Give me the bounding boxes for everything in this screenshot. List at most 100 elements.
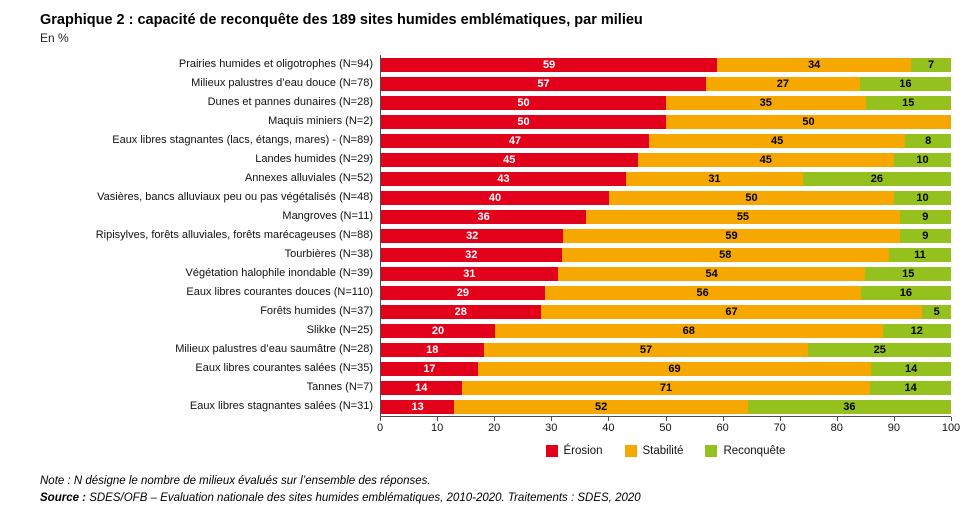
bar-segment-reconquete: 15 <box>865 266 951 281</box>
x-tick-label: 80 <box>830 422 843 434</box>
bar-segment-erosion: 20 <box>381 323 495 338</box>
segment-value: 57 <box>537 77 550 90</box>
bar-segment-reconquete: 36 <box>747 399 951 414</box>
stacked-bar: 50 50 <box>381 114 951 129</box>
bar-segment-erosion: 29 <box>381 285 545 300</box>
segment-value: 29 <box>456 286 469 299</box>
segment-value: 34 <box>808 58 821 71</box>
bar-segment-erosion: 40 <box>381 190 609 205</box>
category-label: Eaux libres courantes douces (N=110) <box>186 286 373 298</box>
segment-value: 9 <box>922 229 929 242</box>
x-tick-label: 90 <box>887 422 901 434</box>
bar-segment-stabilite: 34 <box>717 57 912 72</box>
chart-row: 47 45 8 <box>381 131 951 150</box>
bar-segment-reconquete: 26 <box>802 171 951 186</box>
segment-value: 14 <box>904 362 918 375</box>
segment-value: 11 <box>914 248 926 261</box>
legend-item-erosion: Érosion <box>545 445 603 457</box>
bar-segment-stabilite: 57 <box>483 342 809 357</box>
x-tick-mark <box>722 417 724 421</box>
bar-segment-reconquete: 9 <box>899 209 951 224</box>
stacked-bar: 40 50 10 <box>381 190 951 205</box>
segment-value: 50 <box>745 191 758 204</box>
bar-segment-reconquete: 11 <box>888 247 951 262</box>
stacked-bar: 59 34 7 <box>381 57 951 72</box>
segment-value: 7 <box>927 58 935 71</box>
category-label: Milieux palustres d’eau douce (N=78) <box>191 77 373 89</box>
category-label: Eaux libres stagnantes (lacs, étangs, ma… <box>112 134 373 146</box>
bar-segment-stabilite: 50 <box>609 190 894 205</box>
chart-row: 18 57 25 <box>381 340 951 359</box>
chart-row: 50 35 15 <box>381 93 951 112</box>
x-tick-label: 70 <box>773 422 786 434</box>
bar-segment-erosion: 59 <box>381 57 718 72</box>
stacked-bar: 20 68 12 <box>381 323 951 338</box>
x-axis-ticks: 0 10 20 30 40 50 60 70 80 90 100 <box>377 417 960 437</box>
segment-value: 17 <box>423 362 436 375</box>
erosion-swatch-icon <box>545 445 558 457</box>
segment-value: 40 <box>488 191 502 204</box>
x-tick-label: 10 <box>430 422 444 434</box>
bar-segment-stabilite: 58 <box>561 247 889 262</box>
chart-row: 32 58 11 <box>381 245 951 264</box>
category-label: Tannes (N=7) <box>306 381 373 393</box>
stacked-bar: 43 31 26 <box>381 171 951 186</box>
x-tick-label: 40 <box>602 422 615 434</box>
segment-value: 31 <box>463 267 476 280</box>
stacked-bar: 32 58 11 <box>381 247 951 262</box>
segment-value: 26 <box>870 172 883 185</box>
segment-value: 50 <box>802 115 815 128</box>
segment-value: 50 <box>517 96 530 109</box>
chart-row: 43 31 26 <box>381 169 951 188</box>
bar-segment-erosion: 18 <box>381 342 484 357</box>
bar-segment-reconquete: 25 <box>808 342 951 357</box>
segment-value: 14 <box>904 381 917 394</box>
bar-segment-reconquete: 7 <box>911 57 951 72</box>
segment-value: 31 <box>708 172 721 185</box>
segment-value: 25 <box>873 343 886 356</box>
bar-segment-reconquete: 9 <box>899 228 951 243</box>
segment-value: 8 <box>925 134 932 147</box>
chart-row: 13 52 36 <box>381 397 951 416</box>
note-text: N désigne le nombre de milieux évalués s… <box>70 475 431 487</box>
stacked-bar: 36 55 9 <box>381 209 951 224</box>
x-tick-label: 20 <box>488 422 501 434</box>
footnotes: Note : N désigne le nombre de milieux év… <box>40 473 951 506</box>
segment-value: 45 <box>503 153 516 166</box>
category-label: Végétation halophile inondable (N=39) <box>185 267 373 279</box>
legend-row: Érosion Stabilité Reconquête <box>40 437 951 457</box>
category-label: Eaux libres courantes salées (N=35) <box>195 362 373 374</box>
x-tick-mark <box>494 417 496 421</box>
segment-value: 35 <box>759 96 772 109</box>
source-label: Source : <box>40 491 87 504</box>
category-labels-column: Prairies humides et oligotrophes (N=94) M… <box>40 55 380 417</box>
bar-segment-stabilite: 71 <box>461 380 871 395</box>
stacked-bar: 47 45 8 <box>381 133 951 148</box>
stacked-bar: 28 67 5 <box>381 304 951 319</box>
x-tick-label: 50 <box>659 422 672 434</box>
segment-value: 36 <box>843 400 856 413</box>
segment-value: 71 <box>659 381 673 394</box>
bar-segment-erosion: 45 <box>381 152 638 167</box>
bar-segment-erosion: 31 <box>381 266 558 281</box>
category-label: Prairies humides et oligotrophes (N=94) <box>178 58 373 70</box>
segment-value: 59 <box>725 229 738 242</box>
bar-segment-erosion: 47 <box>381 133 649 148</box>
stacked-bar: 29 56 16 <box>381 285 951 300</box>
chart-row: 31 54 15 <box>381 264 951 283</box>
chart-row: 59 34 7 <box>381 55 951 74</box>
category-label: Slikke (N=25) <box>306 324 373 336</box>
x-tick-mark <box>836 417 838 421</box>
x-tick-mark <box>551 417 553 421</box>
category-label: Forêts humides (N=37) <box>260 305 373 317</box>
bar-segment-stabilite: 35 <box>666 95 866 110</box>
segment-value: 68 <box>682 324 695 337</box>
source-text: SDES/OFB – Evaluation nationale des site… <box>86 491 641 504</box>
category-label: Annexes alluviales (N=52) <box>244 172 373 184</box>
chart-row: 40 50 10 <box>381 188 951 207</box>
stabilite-swatch-icon <box>624 445 637 457</box>
segment-value: 15 <box>902 96 915 109</box>
legend-spacer <box>40 437 380 457</box>
bar-segment-erosion: 50 <box>381 95 666 110</box>
